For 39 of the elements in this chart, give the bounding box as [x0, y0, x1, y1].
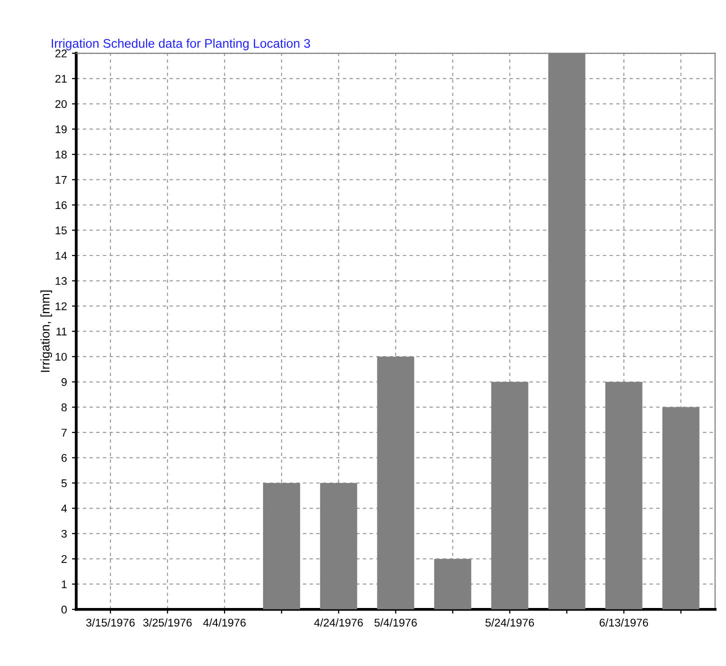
x-tick-label: 3/15/1976 — [86, 618, 135, 627]
y-tick-label: 8 — [62, 403, 67, 412]
chart-title: Irrigation Schedule data for Planting Location 3 — [52, 38, 310, 50]
y-tick-label: 20 — [55, 100, 67, 108]
y-tick-label: 5 — [61, 479, 67, 488]
y-tick-label: 14 — [56, 252, 67, 260]
y-tick-label: 2 — [62, 555, 67, 563]
y-tick-label: 16 — [56, 201, 67, 210]
y-axis-title: Irrigation, [mm] — [40, 290, 52, 372]
y-tick-label: 18 — [56, 150, 67, 159]
y-tick-label: 13 — [56, 277, 67, 285]
bar — [491, 382, 528, 610]
y-tick-label: 7 — [62, 428, 67, 436]
y-tick-label: 4 — [61, 504, 67, 512]
y-tick-label: 0 — [61, 606, 67, 614]
y-tick-label: 3 — [61, 530, 67, 538]
bar — [320, 483, 358, 610]
y-tick-label: 11 — [56, 328, 67, 336]
x-tick-label: 6/13/1976 — [600, 618, 648, 627]
y-tick-label: 9 — [62, 378, 67, 386]
bar — [662, 407, 700, 610]
x-tick-label: 4/4/1976 — [203, 618, 246, 627]
y-tick-label: 22 — [55, 50, 67, 58]
y-tick-label: 15 — [56, 226, 67, 234]
x-tick-label: 5/4/1976 — [374, 618, 417, 627]
bar — [434, 558, 472, 610]
y-tick-label: 1 — [62, 580, 67, 588]
x-tick-label: 3/25/1976 — [143, 618, 192, 627]
y-tick-label: 19 — [56, 125, 67, 134]
x-tick-label: 4/24/1976 — [314, 618, 363, 627]
y-tick-label: 12 — [56, 302, 67, 310]
bar — [605, 382, 642, 610]
x-tick-label: 5/24/1976 — [485, 618, 534, 627]
bar — [263, 483, 300, 610]
bar — [377, 356, 414, 610]
y-tick-label: 10 — [56, 352, 67, 361]
y-tick-label: 17 — [56, 176, 67, 184]
y-tick-label: 6 — [62, 454, 67, 462]
y-tick-label: 21 — [55, 74, 67, 83]
